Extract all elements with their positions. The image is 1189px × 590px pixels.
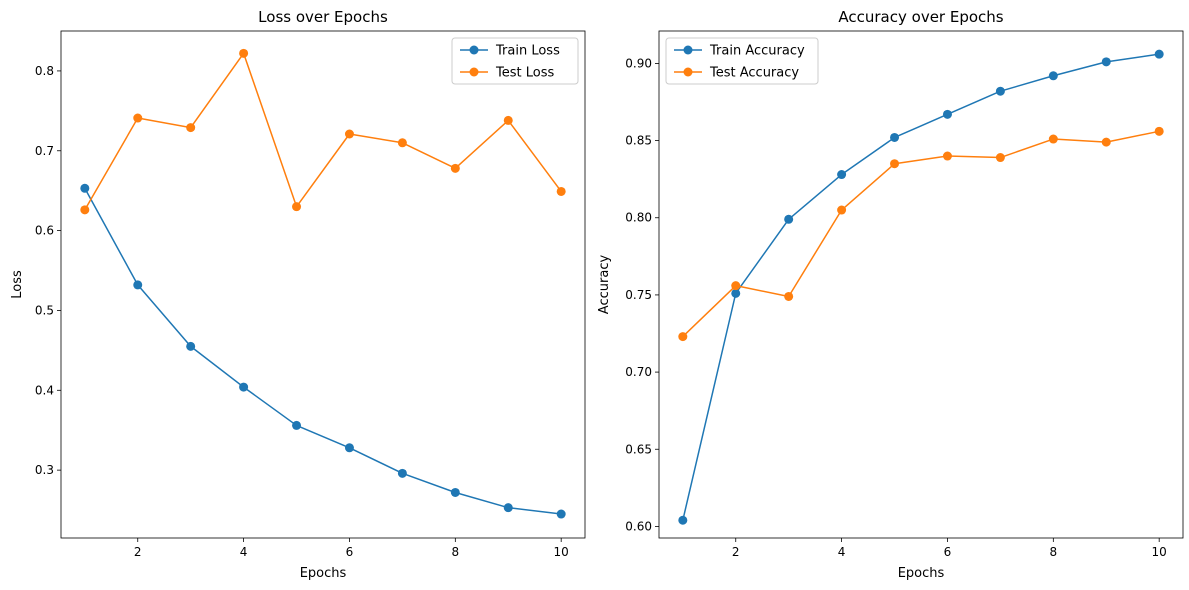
legend-label: Test Loss: [495, 66, 554, 81]
data-point: [995, 153, 1005, 163]
data-point: [890, 159, 900, 169]
chart-title: Accuracy over Epochs: [838, 8, 1003, 26]
y-tick-label: 0.5: [35, 303, 54, 317]
plot-frame: [658, 30, 1184, 539]
legend-swatch-marker: [683, 67, 693, 77]
series-line: [682, 53, 1160, 521]
series-line: [84, 187, 562, 515]
x-tick-label: 6: [346, 545, 354, 559]
x-tick-label: 4: [838, 545, 846, 559]
data-point: [731, 288, 741, 298]
data-point: [1101, 137, 1111, 147]
data-point: [80, 205, 90, 215]
data-point: [678, 332, 688, 342]
y-axis-label: Accuracy: [597, 255, 612, 315]
y-tick-label: 0.80: [625, 211, 652, 225]
legend: Train Loss Test Loss: [451, 37, 579, 85]
y-tick-label: 0.70: [625, 365, 652, 379]
series-line: [84, 52, 562, 211]
data-point: [1101, 57, 1111, 67]
data-point: [1154, 49, 1164, 59]
series-line: [682, 130, 1160, 338]
data-point: [292, 420, 302, 430]
legend-swatch-marker: [469, 45, 479, 55]
data-point: [186, 123, 196, 133]
data-point: [995, 86, 1005, 96]
chart-title: Loss over Epochs: [258, 8, 388, 26]
x-axis-label: Epochs: [898, 566, 945, 581]
data-point: [503, 115, 513, 125]
data-point: [556, 186, 566, 196]
loss-chart: Loss over Epochs 2 4 6 8 10 0.3 0.4 0.5 0.6 0.7 0.8…: [10, 8, 586, 581]
plot-frame: [60, 30, 586, 539]
accuracy-chart: Accuracy over Epochs 2 4 6 8 10 0.60 0.65 0.70 0.…: [597, 8, 1184, 581]
legend-label: Train Accuracy: [709, 44, 805, 59]
data-point: [556, 509, 566, 519]
data-point: [890, 132, 900, 142]
x-axis-label: Epochs: [300, 566, 347, 581]
data-point: [942, 151, 952, 161]
data-point: [344, 129, 354, 139]
data-point: [133, 280, 143, 290]
x-tick-label: 4: [240, 545, 248, 559]
data-point: [1048, 134, 1058, 144]
data-point: [942, 109, 952, 119]
y-tick-label: 0.8: [35, 64, 54, 78]
legend-swatch-marker: [469, 67, 479, 77]
data-point: [678, 515, 688, 525]
legend-swatch-marker: [683, 45, 693, 55]
data-point: [133, 113, 143, 123]
data-point: [80, 183, 90, 193]
x-tick-label: 6: [944, 545, 952, 559]
legend-label: Test Accuracy: [709, 66, 799, 81]
data-point: [239, 48, 249, 58]
x-tick-label: 2: [732, 545, 740, 559]
legend-box: [665, 37, 819, 85]
legend: Train Accuracy Test Accuracy: [665, 37, 819, 85]
x-tick-label: 10: [554, 545, 569, 559]
x-tick-label: 10: [1152, 545, 1167, 559]
data-point: [397, 138, 407, 148]
x-tick-label: 8: [452, 545, 460, 559]
data-point: [731, 281, 741, 291]
data-point: [397, 468, 407, 478]
y-tick-label: 0.7: [35, 144, 54, 158]
data-point: [784, 291, 794, 301]
y-tick-label: 0.4: [35, 383, 54, 397]
data-point: [292, 202, 302, 212]
data-point: [450, 487, 460, 497]
data-point: [1154, 126, 1164, 136]
legend-label: Train Loss: [495, 44, 560, 59]
y-tick-label: 0.85: [625, 134, 652, 148]
y-tick-label: 0.90: [625, 56, 652, 70]
data-point: [450, 163, 460, 173]
data-point: [784, 214, 794, 224]
data-point: [1048, 71, 1058, 81]
y-axis-label: Loss: [10, 270, 25, 299]
y-tick-label: 0.3: [35, 463, 54, 477]
y-tick-label: 0.65: [625, 442, 652, 456]
x-tick-label: 2: [134, 545, 142, 559]
data-point: [239, 382, 249, 392]
y-tick-label: 0.75: [625, 288, 652, 302]
data-point: [837, 170, 847, 180]
y-tick-label: 0.60: [625, 519, 652, 533]
data-point: [837, 205, 847, 215]
y-tick-label: 0.6: [35, 224, 54, 238]
data-point: [344, 443, 354, 453]
data-point: [186, 341, 196, 351]
x-tick-label: 8: [1050, 545, 1058, 559]
data-point: [503, 503, 513, 513]
